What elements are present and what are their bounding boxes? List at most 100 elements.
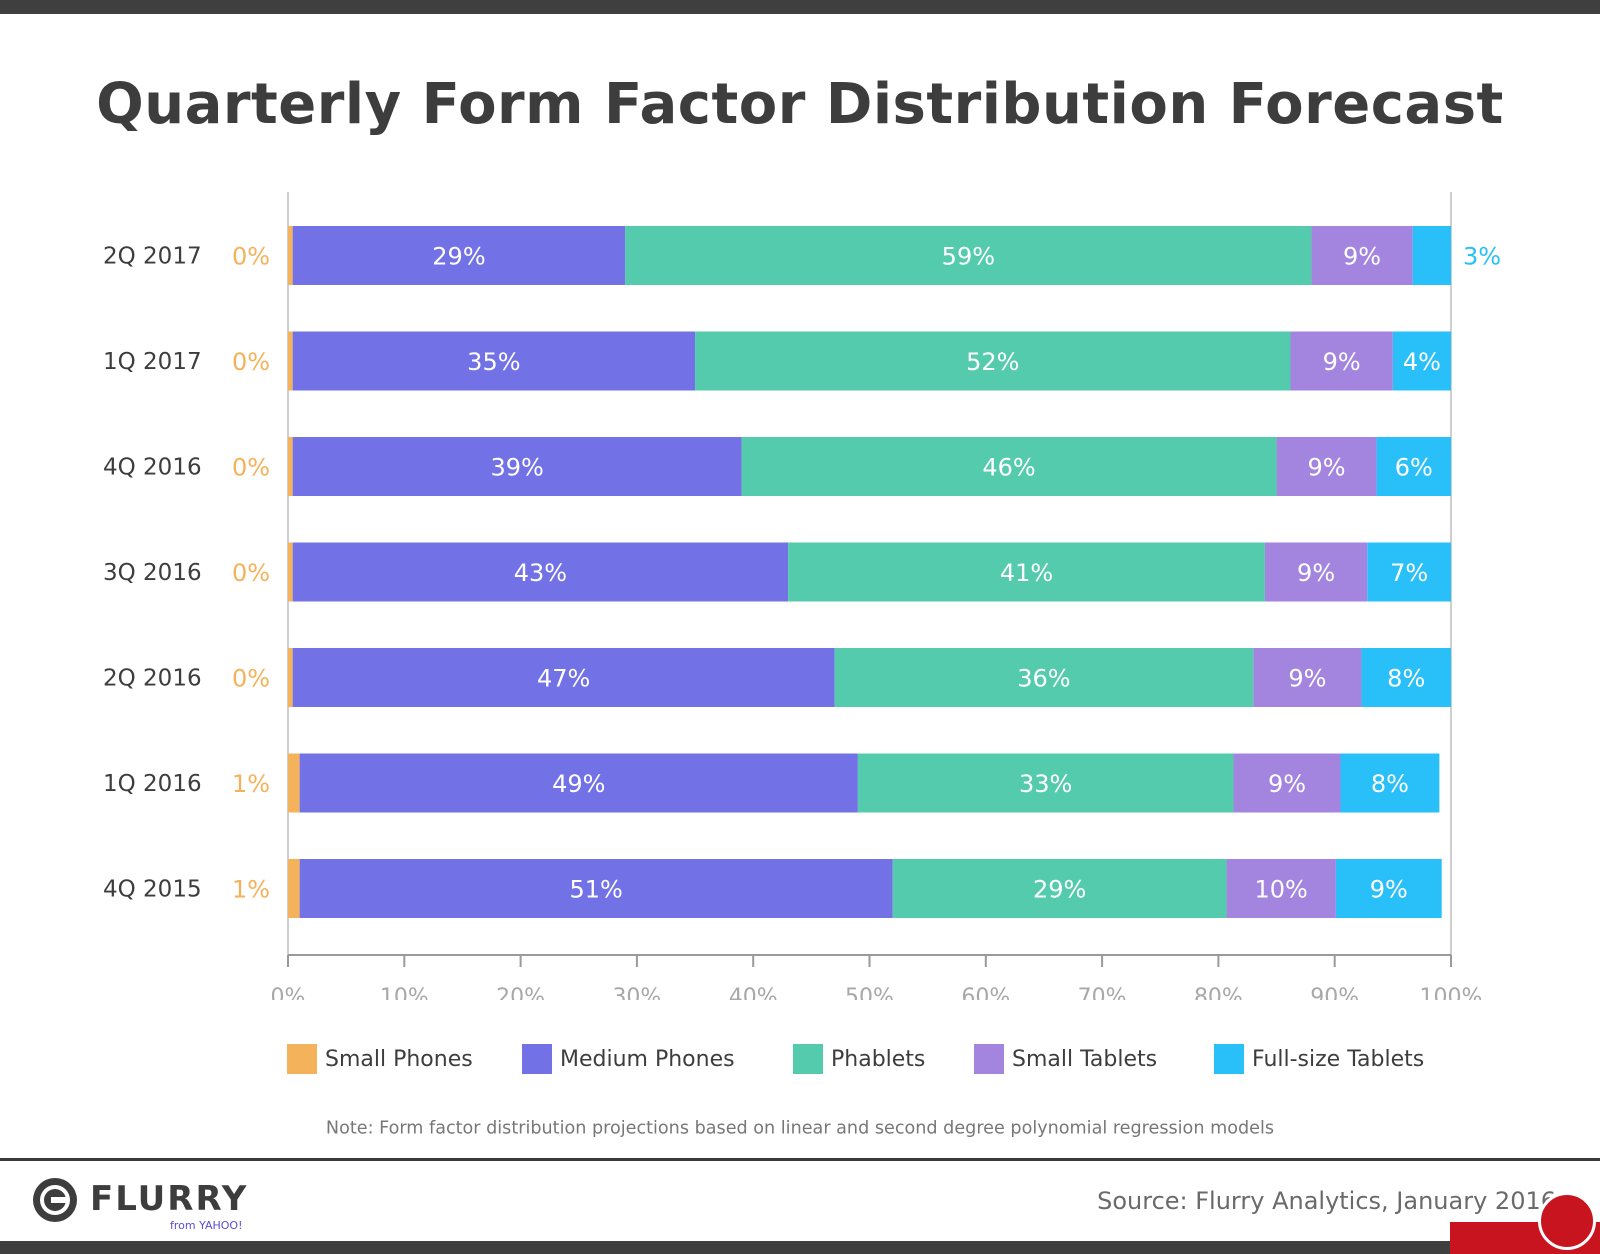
x-tick-label: 60%: [961, 985, 1010, 1000]
x-tick-label: 10%: [380, 985, 429, 1000]
data-label-small-phones: 0%: [232, 454, 270, 482]
data-label-medium-phones: 51%: [570, 876, 623, 904]
data-label-phablets: 52%: [966, 348, 1019, 376]
data-label-phablets: 29%: [1033, 876, 1086, 904]
bottom-border: [0, 1241, 1600, 1254]
legend-swatch: [974, 1044, 1004, 1074]
x-tick-label: 90%: [1310, 985, 1359, 1000]
category-label: 1Q 2016: [103, 771, 202, 797]
x-tick-label: 100%: [1420, 985, 1483, 1000]
data-label-small-tablets: 9%: [1268, 770, 1306, 798]
bar-segment-medium-phones: [299, 753, 858, 813]
bar-segment-small-tablets: [1264, 542, 1368, 602]
bar-segment-full-size-tablets: [1392, 331, 1451, 391]
category-label: 4Q 2016: [103, 455, 202, 481]
data-label-full-size-tablets: 4%: [1403, 348, 1441, 376]
stacked-bar-chart: 0% 10% 20% 30% 40% 50% 60% 70% 80% 90% 100% 2Q 2017…: [103, 192, 1501, 1000]
bar-segment-small-tablets: [1290, 331, 1393, 391]
logo-subtext: from YAHOO!: [170, 1219, 243, 1232]
data-label-phablets: 33%: [1019, 770, 1072, 798]
bar-segment-medium-phones: [292, 331, 696, 391]
x-tick-label: 80%: [1194, 985, 1243, 1000]
bar-segment-full-size-tablets: [1412, 226, 1451, 285]
legend-item-small-tablets: Small Tablets: [974, 1043, 1157, 1075]
data-label-phablets: 36%: [1017, 665, 1070, 693]
x-tick-label: 20%: [496, 985, 545, 1000]
category-label: 1Q 2017: [103, 349, 202, 375]
bar-segment-phablets: [741, 437, 1277, 496]
bar-segment-full-size-tablets: [1367, 542, 1451, 602]
data-label-medium-phones: 47%: [537, 665, 590, 693]
bar-segment-phablets: [834, 648, 1254, 707]
legend-swatch: [522, 1044, 552, 1074]
data-label-full-size-tablets: 8%: [1371, 770, 1409, 798]
data-label-medium-phones: 29%: [432, 243, 485, 271]
flurry-logo: FLURRY from YAHOO!: [30, 1175, 270, 1235]
data-label-small-tablets: 9%: [1343, 243, 1381, 271]
x-tick-label: 40%: [729, 985, 778, 1000]
data-label-small-tablets: 10%: [1255, 876, 1308, 904]
logo-wordmark: FLURRY: [90, 1179, 249, 1219]
bar-segment-small-phones: [288, 648, 293, 707]
data-label-small-tablets: 9%: [1323, 348, 1361, 376]
bar-segment-small-tablets: [1233, 753, 1341, 813]
watermark-emblem: [1538, 1192, 1596, 1250]
bar-segment-small-tablets: [1226, 859, 1336, 918]
legend-item-small-phones: Small Phones: [287, 1043, 473, 1075]
data-label-small-tablets: 9%: [1308, 454, 1346, 482]
data-label-full-size-tablets: 3%: [1463, 243, 1501, 271]
watermark-badge: [1450, 1192, 1600, 1254]
data-label-small-phones: 1%: [232, 770, 270, 798]
data-label-phablets: 46%: [982, 454, 1035, 482]
data-label-medium-phones: 43%: [514, 559, 567, 587]
bar-segment-small-phones: [288, 859, 300, 918]
legend-label: Small Phones: [325, 1046, 473, 1072]
legend-item-full-size-tablets: Full-size Tablets: [1214, 1043, 1424, 1075]
bar-segment-small-phones: [288, 437, 293, 496]
bar-segment-medium-phones: [292, 542, 789, 602]
bar-segment-medium-phones: [292, 226, 626, 285]
bar-segment-small-tablets: [1276, 437, 1377, 496]
bar-segment-phablets: [788, 542, 1265, 602]
bar-segment-small-phones: [288, 753, 300, 813]
data-label-medium-phones: 49%: [552, 770, 605, 798]
data-label-small-phones: 0%: [232, 559, 270, 587]
bar-segment-small-phones: [288, 226, 293, 285]
x-tick-label: 50%: [845, 985, 894, 1000]
bar-segment-medium-phones: [299, 859, 893, 918]
x-tick-label: 30%: [612, 985, 661, 1000]
bar-segment-medium-phones: [292, 437, 742, 496]
data-label-full-size-tablets: 7%: [1390, 559, 1428, 587]
legend-label: Phablets: [831, 1046, 926, 1072]
data-label-phablets: 59%: [942, 243, 995, 271]
legend-swatch: [287, 1044, 317, 1074]
data-label-small-phones: 0%: [232, 243, 270, 271]
footer: FLURRY from YAHOO! Source: Flurry Analyt…: [0, 1161, 1600, 1241]
category-label: 4Q 2015: [103, 877, 202, 903]
legend-item-phablets: Phablets: [793, 1043, 925, 1075]
category-label: 3Q 2016: [103, 560, 202, 586]
data-label-small-phones: 0%: [232, 665, 270, 693]
x-tick-label: 0%: [271, 985, 306, 1000]
chart-note: Note: Form factor distribution projectio…: [325, 1118, 1275, 1139]
legend-label: Medium Phones: [560, 1046, 735, 1072]
bar-segment-full-size-tablets: [1340, 753, 1440, 813]
category-label: 2Q 2016: [103, 666, 202, 692]
bar-segment-small-phones: [288, 331, 293, 391]
bar-segment-phablets: [892, 859, 1227, 918]
data-label-small-tablets: 9%: [1288, 665, 1326, 693]
legend-swatch: [793, 1044, 823, 1074]
footer-divider: [0, 1158, 1600, 1161]
bar-segment-medium-phones: [292, 648, 835, 707]
legend-item-medium-phones: Medium Phones: [522, 1043, 735, 1075]
data-label-small-tablets: 9%: [1297, 559, 1335, 587]
bar-segment-phablets: [857, 753, 1234, 813]
legend-swatch: [1214, 1044, 1244, 1074]
data-label-small-phones: 0%: [232, 348, 270, 376]
bar-segment-full-size-tablets: [1361, 648, 1451, 707]
data-label-medium-phones: 35%: [467, 348, 520, 376]
data-label-full-size-tablets: 8%: [1387, 665, 1425, 693]
flurry-logo-icon: [33, 1178, 77, 1222]
category-label: 2Q 2017: [103, 244, 202, 270]
legend-label: Small Tablets: [1012, 1046, 1158, 1072]
